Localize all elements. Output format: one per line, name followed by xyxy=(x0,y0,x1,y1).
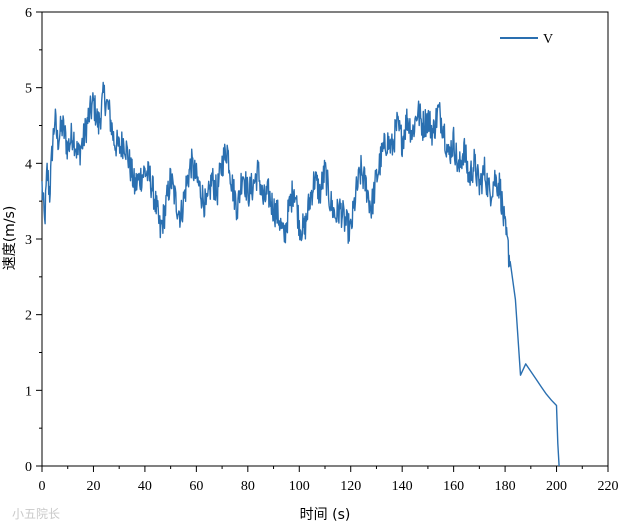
x-tick-label: 100 xyxy=(289,479,310,494)
plot-frame xyxy=(41,11,609,467)
y-tick-label: 6 xyxy=(25,6,32,21)
x-tick-label: 140 xyxy=(392,479,413,494)
series-layer xyxy=(41,81,560,467)
series-line xyxy=(41,81,560,467)
x-tick-label: 180 xyxy=(495,479,516,494)
y-tick-label: 1 xyxy=(25,384,32,399)
y-axis-title: 速度(m/s) xyxy=(2,206,18,271)
x-tick-label: 40 xyxy=(138,479,152,494)
x-tick-label: 120 xyxy=(340,479,361,494)
x-tick-label: 200 xyxy=(546,479,567,494)
x-axis-title: 时间 (s) xyxy=(300,507,351,523)
y-tick-label: 0 xyxy=(25,460,32,475)
y-tick-label: 3 xyxy=(25,233,32,248)
legend-label: V xyxy=(543,32,553,47)
x-axis: 0 20 40 60 80 100 120 140 160 180 200 220 xyxy=(39,466,619,494)
x-tick-label: 220 xyxy=(598,479,619,494)
x-tick-label: 80 xyxy=(241,479,255,494)
watermark: 小五院长 xyxy=(12,507,60,521)
y-tick-label: 4 xyxy=(25,157,32,172)
x-tick-label: 60 xyxy=(189,479,203,494)
legend: V xyxy=(500,32,553,47)
y-axis: 0 1 2 3 4 5 6 xyxy=(25,6,42,475)
y-tick-label: 2 xyxy=(25,309,32,324)
x-tick-label: 160 xyxy=(443,479,464,494)
y-tick-label: 5 xyxy=(25,82,32,97)
x-tick-label: 0 xyxy=(39,479,46,494)
plot-border xyxy=(41,11,609,467)
x-tick-label: 20 xyxy=(86,479,100,494)
